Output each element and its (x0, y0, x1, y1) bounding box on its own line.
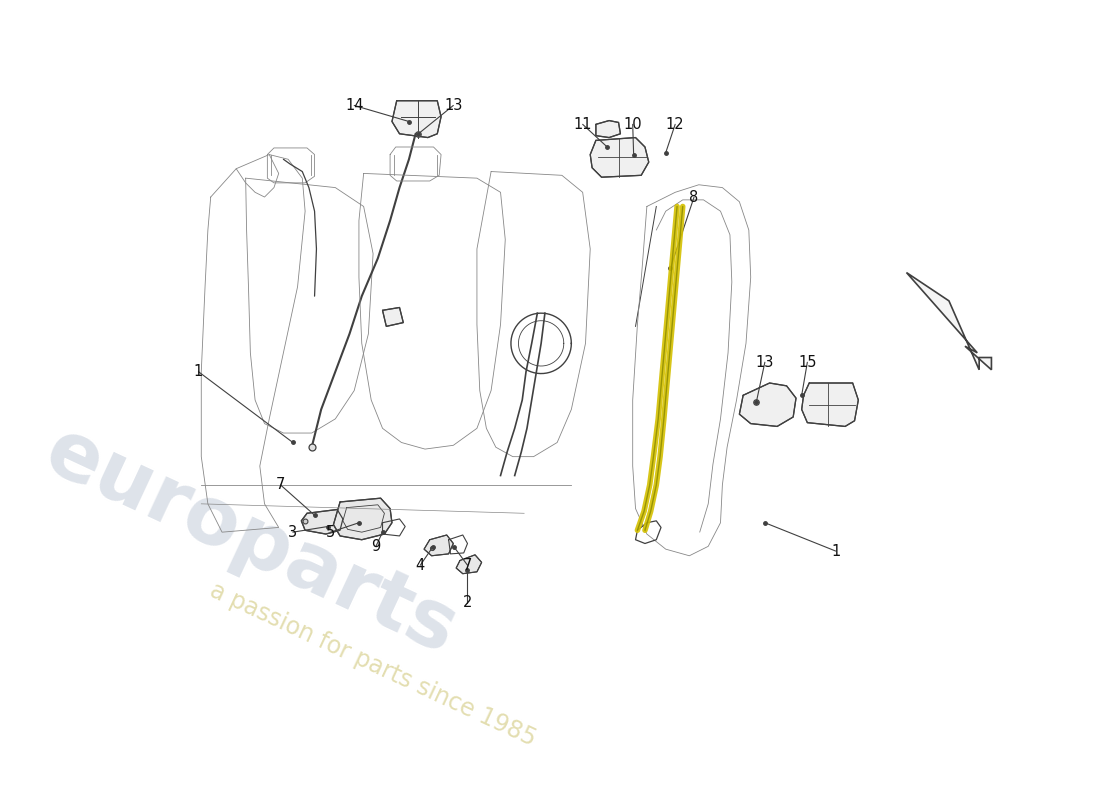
Polygon shape (906, 273, 991, 370)
Text: europarts: europarts (32, 412, 469, 671)
Polygon shape (456, 555, 482, 574)
Text: 5: 5 (326, 525, 336, 540)
Polygon shape (739, 383, 796, 426)
Text: 11: 11 (573, 117, 592, 132)
Text: 8: 8 (690, 190, 698, 205)
Polygon shape (392, 101, 441, 138)
Text: 13: 13 (444, 98, 462, 113)
Text: 4: 4 (416, 558, 425, 573)
Text: 10: 10 (624, 117, 642, 132)
Text: 7: 7 (463, 558, 472, 573)
Text: 9: 9 (372, 539, 381, 554)
Polygon shape (596, 121, 620, 138)
Text: 13: 13 (756, 354, 774, 370)
Text: 3: 3 (288, 525, 297, 540)
Polygon shape (591, 138, 649, 178)
Text: 14: 14 (345, 98, 363, 113)
Polygon shape (802, 383, 858, 426)
Text: 2: 2 (463, 595, 472, 610)
Polygon shape (425, 535, 453, 556)
Text: 1: 1 (830, 543, 840, 558)
Text: 1: 1 (194, 364, 204, 379)
Text: 12: 12 (666, 117, 684, 132)
Polygon shape (301, 510, 343, 534)
Polygon shape (383, 307, 404, 326)
Text: a passion for parts since 1985: a passion for parts since 1985 (206, 578, 540, 750)
Polygon shape (333, 498, 392, 540)
Text: 7: 7 (276, 478, 285, 493)
Text: 15: 15 (799, 354, 816, 370)
